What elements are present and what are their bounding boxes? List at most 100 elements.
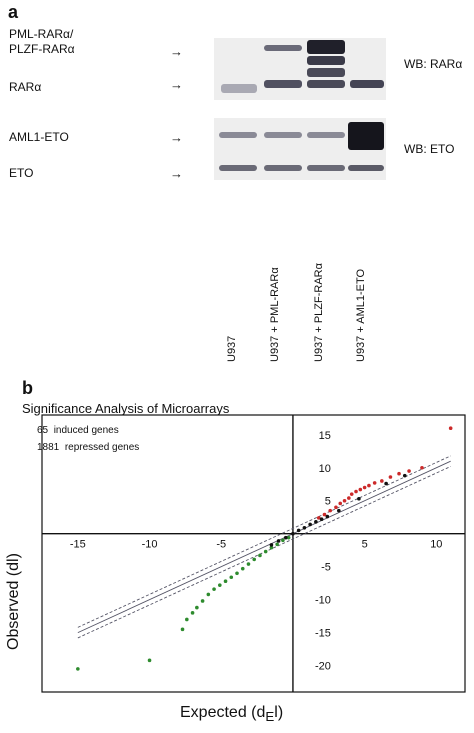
induced-genes-point [372, 481, 377, 485]
induced-genes-point [316, 516, 321, 520]
x-tick-label: 10 [430, 539, 442, 551]
western-blot-eto [214, 118, 386, 180]
gene-point [269, 543, 274, 547]
repressed-genes-point [281, 538, 285, 543]
x-tick-label: -5 [216, 539, 226, 551]
reference-line [77, 455, 451, 628]
induced-genes-point [347, 496, 351, 500]
y-tick-label: 15 [319, 430, 331, 442]
x-tick-label: -10 [142, 539, 158, 551]
induced-genes-point [328, 508, 333, 513]
label-pml-rara: PML-RARα/ [9, 27, 74, 41]
repressed-genes-point [223, 579, 228, 583]
x-tick-label: -15 [70, 539, 86, 551]
y-tick-label: -5 [321, 562, 331, 574]
x-axis-title-subscript: E [265, 709, 275, 725]
chart-title: Significance Analysis of Microarrays [22, 401, 230, 416]
western-blot-rara [214, 38, 386, 100]
repressed-genes-point [190, 611, 195, 615]
y-tick-label: 5 [325, 496, 331, 508]
blot-band [264, 132, 302, 138]
arrow-icon: → [170, 77, 183, 92]
x-axis-title: Expected (dEl) [180, 704, 283, 724]
repressed-genes-point [212, 587, 216, 591]
y-tick-label: 10 [319, 463, 331, 475]
label-aml1-eto: AML1-ETO [9, 130, 69, 144]
induced-genes-point [448, 426, 453, 430]
legend-repressed: 1881 repressed genes [37, 442, 139, 453]
reference-line [77, 460, 451, 634]
repressed-genes-point [229, 575, 234, 580]
repressed-genes-point [258, 553, 262, 558]
blot-band [307, 68, 345, 77]
gene-point [276, 539, 281, 543]
blot-band [348, 122, 384, 150]
blot-band [221, 84, 257, 93]
panel-b-letter: b [22, 378, 33, 398]
x-axis-title-end: l) [274, 704, 284, 721]
gene-point [291, 531, 295, 536]
label-rara: RARα [9, 80, 42, 94]
repressed-genes-point [246, 562, 251, 566]
blot-band [307, 80, 345, 88]
y-tick-label: -15 [315, 628, 331, 640]
panel-a-letter: a [8, 2, 19, 22]
blot-band [264, 80, 302, 88]
wb-rara-label: WB: RARα [404, 57, 463, 71]
induced-genes-point [420, 465, 424, 470]
arrow-icon: → [170, 44, 183, 59]
gene-point [357, 496, 361, 501]
gene-point [384, 481, 388, 486]
induced-genes-point [349, 492, 354, 496]
induced-genes-point [322, 512, 327, 517]
x-tick-label: 5 [362, 539, 368, 551]
repressed-genes-point [195, 605, 199, 610]
y-tick-label: -20 [315, 661, 331, 673]
wb-eto-label: WB: ETO [404, 142, 455, 156]
induced-genes-point [342, 498, 347, 503]
legend-repressed-count: 1881 [37, 442, 60, 453]
gene-point [283, 535, 288, 540]
repressed-genes-point [147, 658, 152, 663]
induced-genes-point [358, 487, 363, 492]
label-plzf-rara: PLZF-RARα [9, 42, 75, 56]
arrow-icon: → [170, 166, 183, 181]
induced-genes-point [388, 475, 393, 479]
blot-band [348, 165, 384, 171]
blot-band [350, 80, 384, 88]
blot-band [307, 165, 345, 171]
arrow-icon: → [170, 130, 183, 145]
blot-band [264, 165, 302, 171]
blot-band [219, 132, 257, 138]
blot-band [307, 132, 345, 138]
repressed-genes-point [218, 583, 222, 587]
label-eto: ETO [9, 166, 34, 180]
x-axis-title-text: Expected (d [180, 704, 266, 721]
y-tick-label: -10 [315, 595, 331, 607]
induced-genes-point [380, 479, 384, 483]
induced-genes-point [367, 483, 371, 488]
gene-point [308, 522, 312, 527]
repressed-genes-point [180, 627, 185, 632]
induced-genes-point [362, 485, 367, 490]
legend-repressed-text: repressed genes [64, 442, 140, 453]
y-axis-title: Observed (dl) [5, 553, 23, 650]
induced-genes-point [407, 469, 411, 473]
gene-point [296, 528, 301, 533]
repressed-genes-point [286, 535, 291, 540]
repressed-genes-point [240, 566, 245, 571]
blot-band [264, 45, 302, 51]
legend-induced-text: induced genes [53, 425, 119, 436]
blot-band [307, 56, 345, 65]
induced-genes-point [397, 471, 401, 476]
plot-frame [41, 414, 466, 693]
gene-point [302, 525, 307, 530]
repressed-genes-point [252, 557, 257, 562]
repressed-genes-point [206, 592, 211, 597]
gene-point [325, 514, 330, 519]
blot-band [219, 165, 257, 171]
repressed-genes-point [76, 667, 80, 671]
blot-band [307, 40, 345, 54]
repressed-genes-point [235, 571, 239, 576]
